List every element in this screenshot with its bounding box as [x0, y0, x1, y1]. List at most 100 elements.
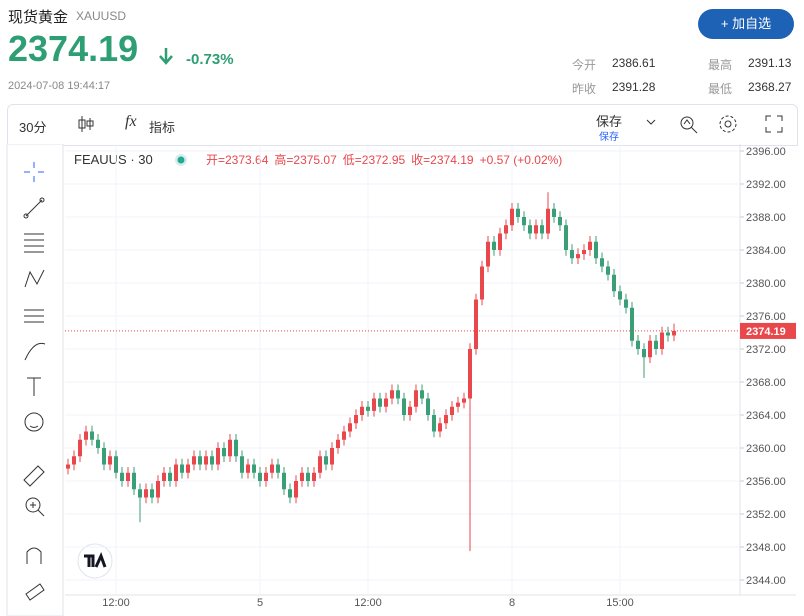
- candle-body: [618, 291, 622, 300]
- indicator-icon[interactable]: fx: [125, 113, 137, 130]
- candle-body: [228, 439, 232, 457]
- y-tick-label: 2368.00: [746, 377, 786, 389]
- candle-body: [66, 464, 70, 469]
- candle-body: [252, 464, 256, 473]
- candle-body: [96, 439, 100, 449]
- candle-body: [654, 340, 658, 349]
- candle-body: [516, 208, 520, 217]
- ohlc-item: +0.57 (+0.02%): [480, 153, 563, 167]
- candle-body: [204, 456, 208, 465]
- candle-body: [366, 406, 370, 411]
- down-arrow: [159, 48, 173, 65]
- candle-body: [426, 398, 430, 416]
- candle-body: [462, 398, 466, 403]
- status-dot: [177, 156, 185, 164]
- y-tick-label: 2360.00: [746, 443, 786, 455]
- ohlc-item: 收=2374.19: [411, 153, 474, 167]
- candle-body: [396, 390, 400, 399]
- drawing-toolbar: [6, 144, 64, 616]
- y-tick-label: 2388.00: [746, 212, 786, 224]
- x-tick-label: 8: [509, 597, 515, 609]
- candle-body: [300, 472, 304, 482]
- add-watchlist-button[interactable]: + 加自选: [698, 9, 794, 39]
- candle-body: [546, 208, 550, 234]
- fullscreen-icon[interactable]: [764, 114, 784, 134]
- y-tick-label: 2384.00: [746, 245, 786, 257]
- candle-body: [420, 390, 424, 399]
- indicators-button[interactable]: 指标: [149, 120, 176, 135]
- code: XAUUSD: [76, 9, 127, 23]
- candle-body: [600, 258, 604, 267]
- candle-body: [354, 415, 358, 424]
- candle-body: [132, 472, 136, 490]
- candle-body: [636, 340, 640, 349]
- last-price-box: [740, 322, 796, 339]
- stat-label: 今开: [572, 58, 597, 72]
- candle-body: [150, 489, 154, 498]
- candle-body: [480, 266, 484, 300]
- candle-body: [588, 241, 592, 250]
- x-tick-label: 12:00: [102, 597, 130, 609]
- candle-body: [168, 472, 172, 482]
- y-tick-label: 2380.00: [746, 278, 786, 290]
- tv-logo: [77, 543, 113, 579]
- stat-label: 昨收: [572, 82, 597, 96]
- y-tick-label: 2356.00: [746, 476, 786, 488]
- candle-body: [672, 330, 676, 336]
- stat-value: 2368.27: [748, 80, 792, 94]
- x-tick-label: 5: [257, 597, 263, 609]
- y-tick-label: 2376.00: [746, 311, 786, 323]
- candle-body: [186, 464, 190, 473]
- interval-button[interactable]: 30分: [19, 120, 47, 135]
- screenshot-icon[interactable]: [678, 113, 700, 135]
- candle-body: [648, 340, 652, 358]
- stat-value: 2391.28: [612, 80, 656, 94]
- candle-body: [192, 456, 196, 465]
- candle-body: [468, 348, 472, 399]
- candle-body: [138, 489, 142, 498]
- candle-body: [408, 406, 412, 416]
- candle-body: [414, 390, 418, 407]
- candle-body: [288, 489, 292, 498]
- settings-icon[interactable]: [717, 113, 739, 135]
- candle-body: [642, 348, 646, 358]
- dropdown[interactable]: [645, 117, 657, 127]
- ohlc-legend: 开=2373.64 高=2375.07 低=2372.95 收=2374.19 +0.5…: [206, 152, 562, 167]
- y-tick-label: 2392.00: [746, 179, 786, 191]
- candle-body: [474, 299, 478, 349]
- candle-type-icon[interactable]: [76, 114, 96, 134]
- candle-body: [444, 415, 448, 424]
- candle-body: [594, 241, 598, 259]
- candle-body: [84, 431, 88, 440]
- candle-body: [504, 225, 508, 234]
- candle-body: [120, 472, 124, 482]
- candle-body: [342, 431, 346, 440]
- candle-body: [198, 456, 202, 465]
- candle-body: [570, 249, 574, 259]
- candle-body: [660, 332, 664, 349]
- candle-body: [612, 274, 616, 292]
- save-button[interactable]: 保存: [596, 114, 623, 129]
- candle-body: [294, 481, 298, 498]
- candle-body: [114, 456, 118, 473]
- candle-body: [666, 332, 670, 336]
- candle-body: [378, 398, 382, 407]
- candle-body: [270, 464, 274, 473]
- candle-body: [240, 456, 244, 473]
- candle-body: [384, 398, 388, 407]
- symbol: FEAUUS · 30: [74, 152, 153, 167]
- candle-body: [522, 216, 526, 226]
- candle-body: [246, 464, 250, 473]
- candle-body: [324, 456, 328, 465]
- candle-body: [78, 439, 82, 457]
- candle-body: [372, 398, 376, 411]
- candle-body: [552, 208, 556, 217]
- last-price-label: 2374.19: [746, 326, 786, 338]
- candle-body: [330, 448, 334, 465]
- candle-body: [402, 398, 406, 416]
- candle-body: [174, 464, 178, 482]
- candle-body: [102, 448, 106, 465]
- candle-body: [534, 225, 538, 234]
- candle-body: [540, 225, 544, 234]
